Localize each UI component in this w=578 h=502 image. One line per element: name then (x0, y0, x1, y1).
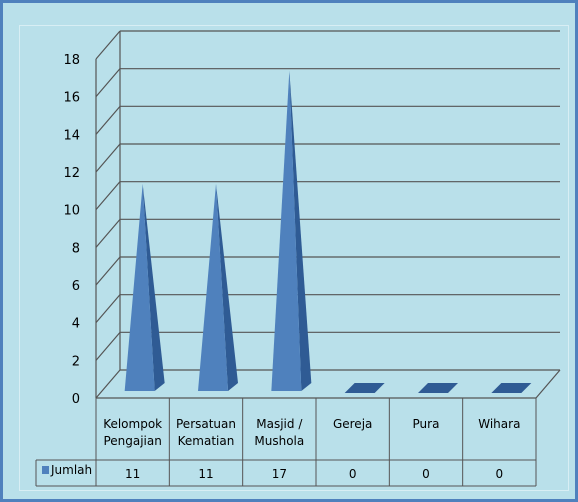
y-tick-label: 6 (72, 279, 80, 294)
side-wall-line (95, 218, 121, 248)
y-tick-label: 8 (72, 241, 80, 256)
data-table-value: 0 (422, 467, 430, 481)
pyramid-side-face (216, 183, 238, 391)
y-tick-label: 0 (72, 392, 80, 407)
legend-swatch (42, 466, 49, 474)
side-wall-line (95, 256, 121, 286)
side-wall-line (95, 68, 121, 98)
y-tick-label: 4 (72, 317, 80, 332)
y-tick-label: 10 (63, 204, 80, 219)
side-wall-line (95, 30, 121, 60)
pyramid-front-face (124, 183, 155, 391)
side-wall-line (95, 294, 121, 324)
data-table-value: 0 (349, 467, 357, 481)
pyramid-flat-bar (344, 383, 385, 393)
x-category-label: Kematian (178, 434, 235, 448)
x-category-label: Kelompok (103, 417, 162, 431)
x-category-label: Wihara (478, 417, 520, 431)
side-wall-line (95, 143, 121, 173)
pyramid-flat-bar (491, 383, 532, 393)
side-wall-line (95, 181, 121, 211)
data-table-value: 11 (198, 467, 213, 481)
pyramid-flat-bar (418, 383, 458, 393)
pyramid-front-face (198, 183, 228, 391)
pyramid-front-face (271, 70, 302, 391)
pyramid-side-face (142, 183, 165, 391)
y-tick-label: 18 (63, 53, 80, 68)
floor-right-edge (535, 369, 561, 399)
side-wall-line (95, 331, 121, 361)
x-category-label: Masjid / (256, 417, 303, 431)
x-category-label: Pura (413, 417, 440, 431)
side-wall-line (95, 369, 121, 399)
y-tick-label: 2 (72, 354, 80, 369)
y-tick-label: 16 (63, 91, 80, 106)
x-category-label: Persatuan (176, 417, 236, 431)
plot-area-border (19, 25, 569, 491)
side-wall-line (95, 105, 121, 135)
x-category-label: Mushola (254, 434, 304, 448)
data-table-value: 17 (272, 467, 287, 481)
pyramid-side-face (289, 70, 312, 391)
y-tick-label: 12 (63, 166, 80, 181)
y-tick-label: 14 (63, 128, 80, 143)
x-category-label: Gereja (333, 417, 372, 431)
x-category-label: Pengajian (103, 434, 161, 448)
data-table-value: 0 (496, 467, 504, 481)
data-table-value: 11 (125, 467, 140, 481)
legend-label: Jumlah (50, 463, 92, 477)
